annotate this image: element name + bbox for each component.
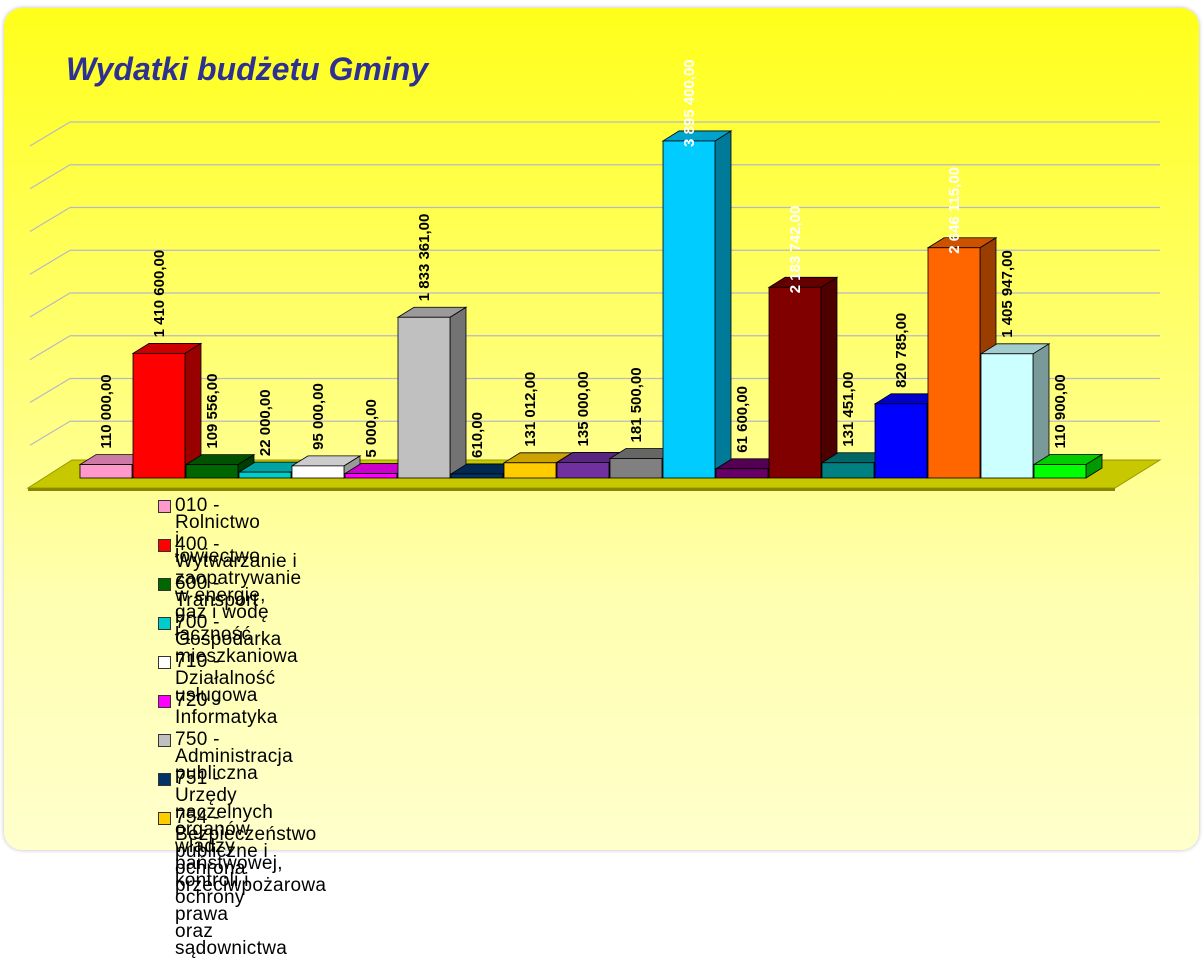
bar-side	[820, 276, 838, 479]
legend-label: 600 - Transport i łączność	[175, 573, 259, 645]
value-label: 181 500,00	[628, 367, 645, 442]
bar	[397, 316, 451, 479]
legend-item: 400 - Wytwarzanie i zaopatrywanie w ener…	[158, 533, 302, 623]
bar	[132, 352, 186, 479]
bar	[927, 247, 981, 479]
grid-stub	[29, 377, 71, 404]
bar	[874, 403, 928, 479]
legend-label: 700 - Gospodarka mieszkaniowa	[175, 612, 298, 667]
legend-label: 400 - Wytwarzanie i zaopatrywanie w ener…	[175, 534, 302, 623]
legend-item: 700 - Gospodarka mieszkaniowa	[158, 611, 298, 667]
grid-stub	[29, 335, 71, 361]
legend-label: 710 - Działalność usługowa	[175, 651, 276, 706]
legend-item: 010 - Rolnictwo i łowiectwo	[158, 494, 261, 567]
value-label: 3 895 400,00	[681, 59, 698, 147]
bar	[450, 473, 504, 479]
bar	[291, 465, 345, 479]
page: {"chart_data": {"type": "bar3d", "title"…	[4, 8, 1199, 958]
value-label: 109 556,00	[204, 374, 221, 449]
legend-swatch	[158, 539, 171, 552]
legend-item: 710 - Działalność usługowa	[158, 650, 276, 706]
bar	[609, 458, 663, 479]
legend-swatch	[158, 656, 171, 669]
value-label: 1 410 600,00	[151, 250, 168, 338]
legend-swatch	[158, 695, 171, 708]
grid-stub	[29, 206, 71, 233]
value-label: 131 451,00	[840, 372, 857, 447]
value-label: 610,00	[469, 412, 486, 458]
bar	[980, 353, 1034, 479]
bar	[715, 468, 769, 479]
legend-swatch	[158, 500, 171, 513]
grid-stub	[29, 164, 71, 190]
value-label: 2 646 115,00	[946, 167, 963, 254]
value-label: 110 900,00	[1052, 374, 1069, 448]
bar	[344, 473, 398, 479]
legend-label: 720 - Informatyka	[175, 690, 278, 728]
bar	[821, 462, 875, 479]
bar-side	[714, 130, 732, 479]
legend-label: 750 - Administracja publiczna	[175, 729, 293, 784]
value-label: 61 600,00	[734, 386, 751, 453]
legend-item: 720 - Informatyka	[158, 689, 278, 728]
floor-edge	[28, 488, 1115, 491]
value-label: 110 000,00	[98, 374, 115, 448]
legend-swatch	[158, 734, 171, 747]
legend-item: 750 - Administracja publiczna	[158, 728, 293, 784]
bar	[662, 140, 716, 479]
value-label: 820 785,00	[893, 313, 910, 388]
bar	[1033, 464, 1087, 479]
value-label: 2 183 742,00	[787, 206, 804, 294]
grid-stub	[29, 292, 71, 318]
bar	[79, 464, 133, 479]
chart: Wydatki budżetu Gminy 110 000,00 1 410 60…	[26, 51, 1162, 491]
grid-stub	[29, 420, 71, 446]
value-label: 1 405 947,00	[999, 250, 1016, 338]
legend-swatch	[158, 773, 171, 786]
legend-item: 600 - Transport i łączność	[158, 572, 259, 645]
bar	[503, 462, 557, 479]
value-label: 135 000,00	[575, 371, 592, 446]
value-label: 131 012,00	[522, 372, 539, 447]
bar	[185, 464, 239, 479]
legend-label: 754 - Bezpieczeństwo publiczne i ochrona…	[175, 807, 327, 896]
value-label: 22 000,00	[257, 389, 274, 456]
grid-stub	[29, 249, 71, 275]
legend-swatch	[158, 617, 171, 630]
value-label: 95 000,00	[310, 383, 327, 450]
legend-label: 010 - Rolnictwo i łowiectwo	[175, 495, 261, 567]
bar-side	[449, 306, 467, 479]
bar	[238, 471, 292, 479]
grid-stub	[29, 121, 71, 147]
legend-item: 754 - Bezpieczeństwo publiczne i ochrona…	[158, 806, 327, 896]
legend-swatch	[158, 578, 171, 591]
value-label: 5 000,00	[363, 399, 380, 457]
legend-swatch	[158, 812, 171, 825]
bar	[556, 462, 610, 479]
chart-title: Wydatki budżetu Gminy	[66, 51, 430, 87]
bar	[768, 286, 822, 479]
value-label: 1 833 361,00	[416, 214, 433, 302]
